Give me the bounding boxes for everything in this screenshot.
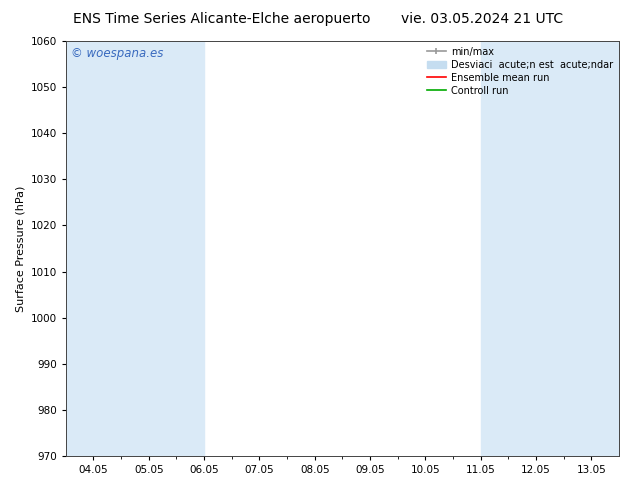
Bar (536, 41, 619, 456)
Legend: min/max, Desviaci  acute;n est  acute;ndar, Ensemble mean run, Controll run: min/max, Desviaci acute;n est acute;ndar… (423, 43, 617, 99)
Bar (149, 41, 204, 456)
Text: vie. 03.05.2024 21 UTC: vie. 03.05.2024 21 UTC (401, 12, 563, 26)
Text: ENS Time Series Alicante-Elche aeropuerto: ENS Time Series Alicante-Elche aeropuert… (73, 12, 371, 26)
Bar (66, 41, 149, 456)
Bar (481, 41, 536, 456)
Y-axis label: Surface Pressure (hPa): Surface Pressure (hPa) (15, 185, 25, 312)
Text: © woespana.es: © woespana.es (72, 47, 164, 60)
